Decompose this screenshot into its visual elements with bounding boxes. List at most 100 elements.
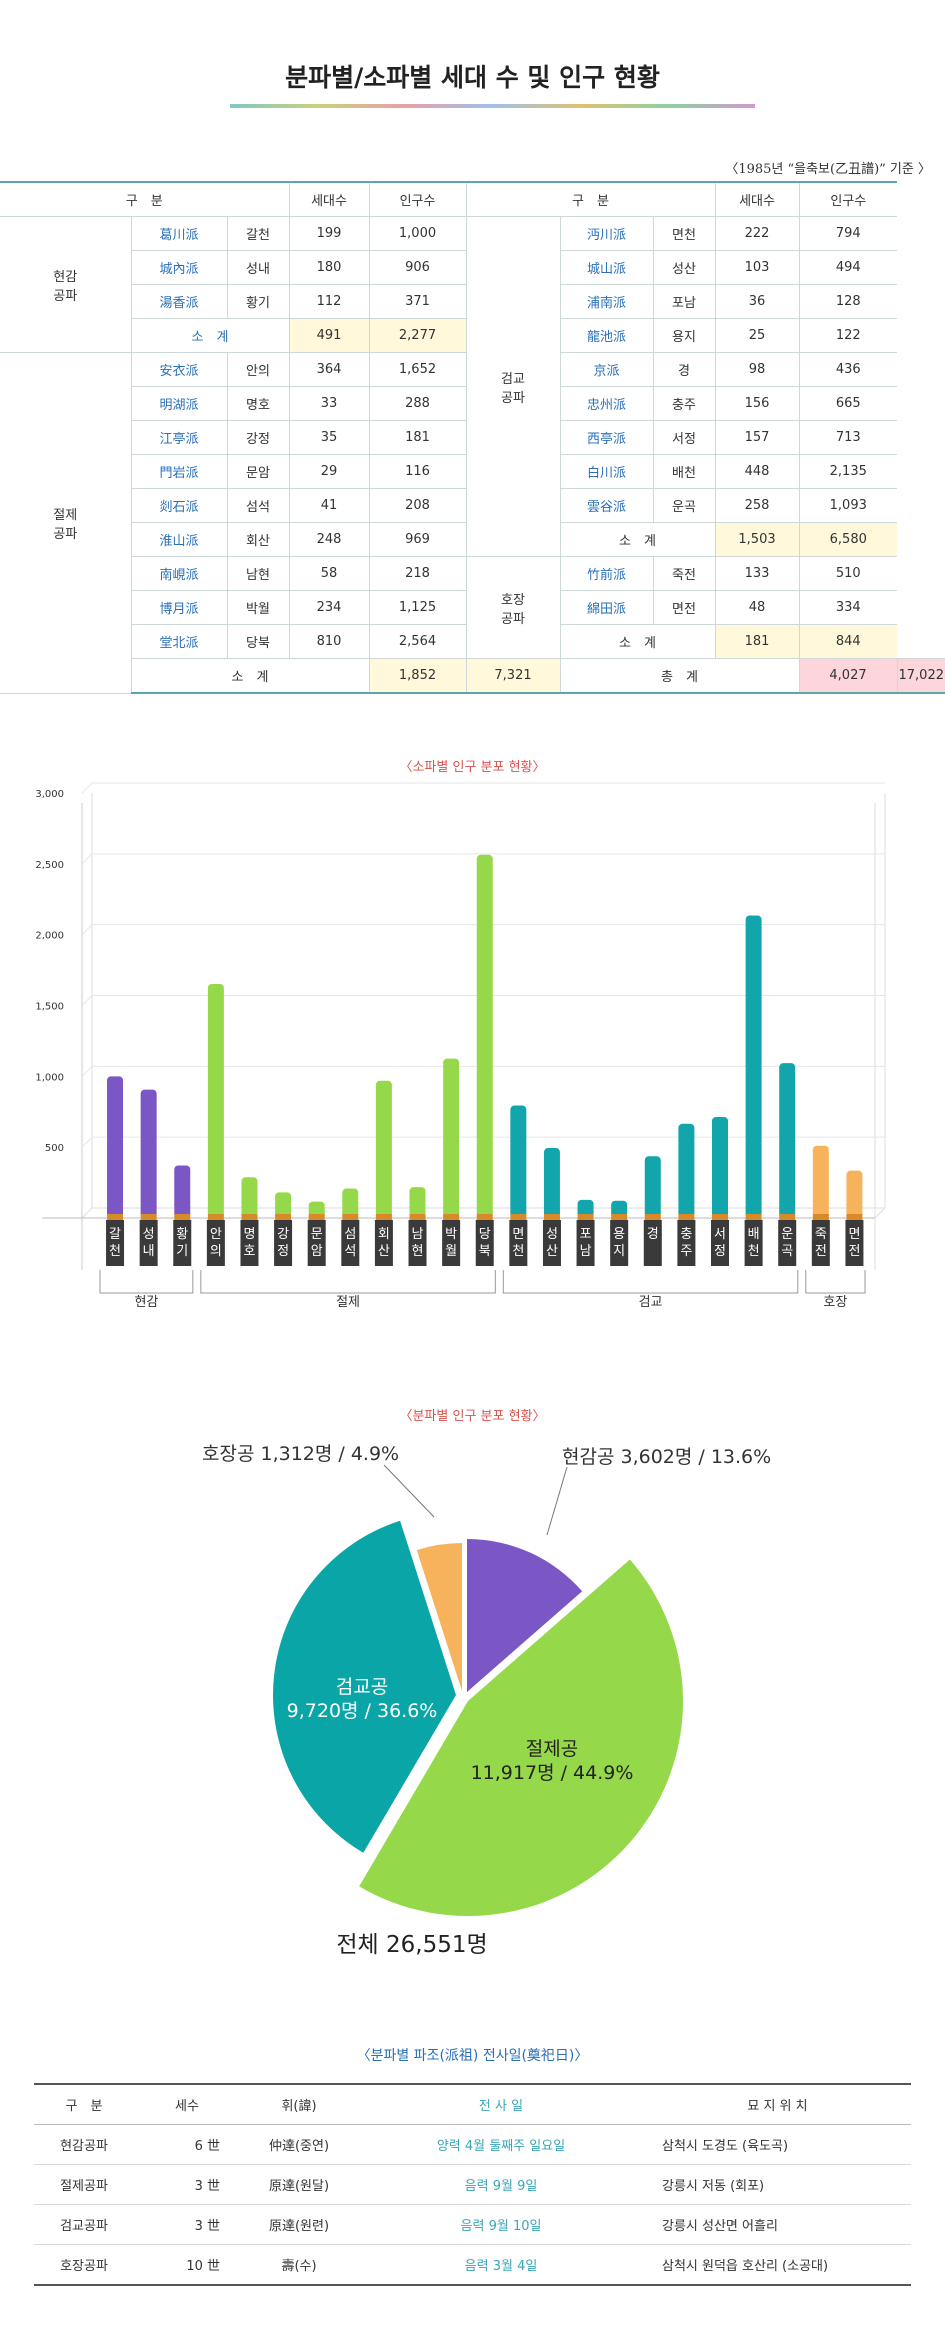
table-row: 현감 공파 葛川派 갈천 199 1,000 검교 공파 沔川派 면천 222 794 [0, 216, 945, 557]
group-label: 현감 [134, 1295, 158, 1310]
subgroup-cell: 京派 [559, 352, 654, 387]
household-cell: 156 [714, 386, 800, 421]
bar [241, 1177, 258, 1218]
x-tick-label: 경 [647, 1227, 659, 1242]
slice-label: 호장공 1,312명 / 4.9% [202, 1443, 399, 1465]
household-cell: 33 [288, 386, 370, 421]
x-tick-label: 섬 [344, 1227, 356, 1242]
table-row: 門岩派 문암 29 116 白川派 배천 448 2,135 [0, 454, 945, 489]
x-tick-label: 암 [311, 1244, 323, 1259]
bar [779, 1063, 796, 1218]
population-cell: 906 [368, 250, 467, 285]
header-cell: 인구수 [798, 181, 898, 217]
group-label: 검교 [639, 1295, 663, 1310]
table-row: 호장공파 10 世壽(수) 음력 3월 4일 삼척시 원덕읍 호산리 (소공대) [34, 2244, 911, 2286]
place-cell: 성내 [226, 250, 290, 285]
population-cell: 665 [798, 386, 898, 421]
household-cell: 364 [288, 352, 370, 387]
population-cell: 1,093 [798, 488, 898, 523]
table-cell: 강릉시 저동 (회포) [644, 2164, 911, 2205]
household-cell: 157 [714, 420, 800, 455]
population-cell: 1,000 [368, 216, 467, 251]
table-row: 현감공파 6 世仲達(중연) 양력 4월 둘째주 일요일 삼척시 도경도 (육도곡) [34, 2124, 911, 2165]
group-name-cell: 절제 공파 [0, 352, 132, 694]
x-tick-label: 강 [277, 1227, 289, 1242]
subtotal-population-cell: 2,277 [368, 318, 467, 353]
bar [476, 854, 493, 1218]
table-row: 소 계 1,852 7,321 총 계 4,027 17,022 [0, 658, 945, 694]
x-tick-label: 주 [680, 1244, 692, 1259]
y-tick-label: 2,500 [35, 860, 64, 871]
x-label-box [240, 1220, 259, 1266]
pie-total-label: 전체 26,551명 [336, 1932, 487, 1958]
x-tick-label: 월 [445, 1244, 457, 1259]
x-tick-label: 용 [613, 1227, 625, 1242]
household-cell: 36 [714, 284, 800, 319]
gridline-slant [81, 1136, 93, 1148]
household-cell: 199 [288, 216, 370, 251]
gridline-slant [81, 1065, 93, 1077]
table-row: 湯香派 황기 112 371 浦南派 포남 36 128 [0, 284, 945, 319]
x-tick-label: 포 [580, 1227, 592, 1242]
label-leader-line [546, 1466, 568, 1536]
bar-base [611, 1214, 628, 1220]
basis-note: 〈1985년 “을축보(乙丑譜)” 기준 〉 [725, 162, 931, 177]
bar-base [241, 1214, 258, 1220]
population-cell: 969 [368, 522, 467, 557]
subtotal-household-cell: 491 [288, 318, 370, 353]
subgroup-cell: 沔川派 [559, 216, 654, 251]
household-cell: 448 [714, 454, 800, 489]
household-cell: 180 [288, 250, 370, 285]
bar-base [577, 1214, 594, 1220]
bar-base [409, 1214, 426, 1220]
place-cell: 명호 [226, 386, 290, 421]
household-cell: 98 [714, 352, 800, 387]
household-cell: 41 [288, 488, 370, 523]
bar-base [207, 1214, 224, 1220]
x-tick-label: 당 [479, 1227, 491, 1242]
gridline-slant [81, 924, 93, 936]
bar-base [107, 1214, 124, 1220]
x-label-box [442, 1220, 461, 1266]
slice-label: 현감공 3,602명 / 13.6% [562, 1446, 771, 1468]
table-cell: 절제공파 [34, 2164, 134, 2205]
place-cell: 배천 [652, 454, 716, 489]
x-tick-label: 내 [143, 1244, 155, 1259]
x-label-box [374, 1220, 393, 1266]
x-label-box [509, 1220, 528, 1266]
table-cell: 原達(원달) [240, 2164, 358, 2205]
x-tick-label: 서 [714, 1227, 726, 1242]
population-cell: 2,564 [368, 624, 467, 659]
y-tick-label: 2,000 [35, 931, 64, 942]
table-row: 剡石派 섬석 41 208 雲谷派 운곡 258 1,093 [0, 488, 945, 523]
ancestral-rite-title: 〈분파별 파조(派祖) 전사일(奠祀日)〉 [356, 2048, 589, 2064]
x-label-box [643, 1220, 662, 1266]
place-cell: 충주 [652, 386, 716, 421]
place-cell: 강정 [226, 420, 290, 455]
subtotal-population-cell: 844 [798, 624, 898, 659]
place-cell: 성산 [652, 250, 716, 285]
subgroup-cell: 堂北派 [131, 624, 228, 659]
subtotal-population-cell: 6,580 [798, 522, 898, 557]
header-cell: 구 분 [0, 181, 290, 217]
bar-base [174, 1214, 191, 1220]
table-cell: 음력 9월 9일 [358, 2164, 644, 2205]
place-cell: 서정 [652, 420, 716, 455]
x-tick-label: 명 [243, 1227, 255, 1242]
x-tick-label: 운 [781, 1227, 793, 1242]
header-cell: 세대수 [714, 181, 800, 217]
x-tick-label: 천 [109, 1244, 121, 1259]
household-cell: 248 [288, 522, 370, 557]
subgroup-cell: 博月派 [131, 590, 228, 625]
x-tick-label: 성 [546, 1227, 558, 1242]
x-tick-label: 남 [412, 1227, 424, 1242]
population-cell: 436 [798, 352, 898, 387]
subgroup-cell: 南峴派 [131, 556, 228, 591]
bar-chart-title: 〈소파별 인구 분포 현황〉 [399, 760, 546, 775]
population-cell: 122 [798, 318, 898, 353]
table-cell: 호장공파 [34, 2244, 134, 2286]
x-tick-label: 지 [613, 1244, 625, 1259]
x-label-box [710, 1220, 729, 1266]
bar [644, 1156, 661, 1218]
